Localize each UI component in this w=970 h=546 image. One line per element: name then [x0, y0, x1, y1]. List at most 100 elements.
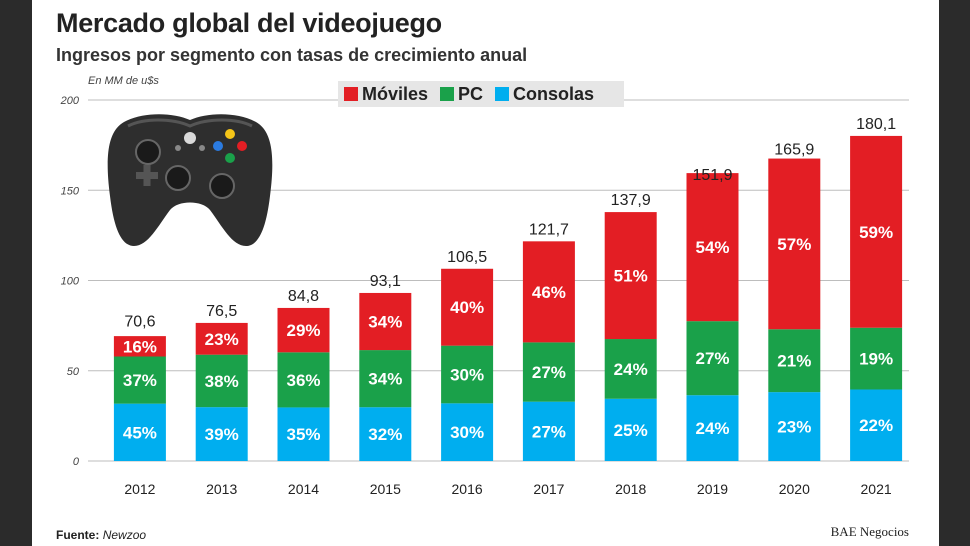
data-label-moviles-2017: 46% — [532, 283, 566, 302]
data-label-pc-2012: 37% — [123, 371, 157, 390]
data-label-pc-2013: 38% — [205, 372, 239, 391]
data-label-pc-2018: 24% — [614, 360, 648, 379]
total-label-2020: 165,9 — [774, 142, 814, 159]
data-label-pc-2020: 21% — [777, 352, 811, 371]
data-label-moviles-2013: 23% — [205, 330, 239, 349]
data-label-consolas-2018: 25% — [614, 421, 648, 440]
data-label-consolas-2020: 23% — [777, 418, 811, 437]
publisher-credit: BAE Negocios — [830, 524, 909, 539]
bar-moviles-2020 — [768, 158, 821, 330]
bar-moviles-2021 — [850, 135, 903, 328]
y-axis-unit: En MM de u$s — [88, 75, 159, 87]
legend-label-moviles: Móviles — [362, 83, 429, 104]
bar-consolas-2020 — [768, 392, 821, 461]
data-label-moviles-2012: 16% — [123, 337, 157, 356]
data-label-moviles-2018: 51% — [614, 267, 648, 286]
bar-pc-2017 — [522, 342, 575, 402]
source-label: Fuente: — [56, 528, 100, 542]
data-label-moviles-2015: 34% — [368, 313, 402, 332]
x-tick-label-2012: 2012 — [124, 481, 155, 497]
data-label-pc-2016: 30% — [450, 365, 484, 384]
chart-title: Mercado global del videojuego — [56, 8, 442, 38]
total-label-2014: 84,8 — [288, 288, 319, 305]
x-tick-label-2016: 2016 — [452, 481, 483, 497]
bar-pc-2014 — [277, 352, 330, 408]
legend-label-consolas: Consolas — [513, 83, 595, 104]
data-label-consolas-2015: 32% — [368, 425, 402, 444]
y-tick-label-0: 0 — [73, 456, 80, 468]
chart-subtitle: Ingresos por segmento con tasas de creci… — [56, 45, 528, 65]
source-value: Newzoo — [102, 528, 147, 542]
bar-moviles-2019 — [686, 173, 739, 322]
data-label-pc-2014: 36% — [286, 371, 320, 390]
data-label-moviles-2021: 59% — [859, 223, 893, 242]
labels-layer: 45% 37% 16% 70,6 2012 39% 38% 23% 76,5 2013 35% 36%… — [123, 116, 896, 497]
bars-layer — [113, 135, 903, 461]
total-label-2019: 151,9 — [692, 167, 732, 184]
data-label-consolas-2012: 45% — [123, 423, 157, 442]
x-tick-label-2020: 2020 — [779, 481, 810, 497]
bar-pc-2013 — [195, 354, 248, 408]
legend-swatch-moviles — [344, 87, 358, 101]
bar-pc-2018 — [604, 339, 657, 399]
y-tick-label-200: 200 — [60, 95, 80, 107]
total-label-2021: 180,1 — [856, 116, 896, 133]
x-tick-label-2019: 2019 — [697, 481, 728, 497]
legend-item-moviles: Móviles — [344, 84, 428, 105]
chart-panel: Mercado global del videojuego Ingresos p… — [32, 0, 939, 546]
bar-moviles-2013 — [195, 322, 248, 355]
total-label-2015: 93,1 — [370, 273, 401, 290]
legend-item-consolas: Consolas — [495, 84, 594, 105]
bar-consolas-2013 — [195, 407, 248, 461]
bar-pc-2021 — [850, 327, 903, 390]
bar-consolas-2014 — [277, 407, 330, 461]
bar-pc-2019 — [686, 321, 739, 396]
bar-moviles-2018 — [604, 212, 657, 340]
bar-pc-2015 — [359, 350, 412, 408]
bar-moviles-2014 — [277, 307, 330, 353]
total-label-2017: 121,7 — [529, 221, 569, 238]
data-label-pc-2019: 27% — [695, 349, 729, 368]
legend-swatch-consolas — [495, 87, 510, 101]
bar-consolas-2016 — [441, 403, 494, 461]
gamepad-icon — [107, 114, 273, 246]
data-label-consolas-2019: 24% — [695, 419, 729, 438]
data-label-consolas-2013: 39% — [205, 425, 239, 444]
total-label-2012: 70,6 — [124, 314, 155, 331]
data-label-moviles-2014: 29% — [286, 321, 320, 340]
x-tick-label-2014: 2014 — [288, 481, 319, 497]
bar-consolas-2019 — [686, 395, 739, 461]
data-label-consolas-2016: 30% — [450, 423, 484, 442]
x-tick-label-2017: 2017 — [533, 481, 564, 497]
x-tick-label-2021: 2021 — [861, 481, 892, 497]
bar-pc-2020 — [768, 329, 821, 393]
data-label-consolas-2014: 35% — [286, 425, 320, 444]
data-label-moviles-2016: 40% — [450, 298, 484, 317]
data-label-moviles-2020: 57% — [777, 235, 811, 254]
y-tick-label-150: 150 — [61, 185, 80, 197]
bar-pc-2016 — [441, 345, 494, 404]
legend-item-pc: PC — [440, 84, 483, 105]
total-label-2018: 137,9 — [611, 192, 651, 209]
data-label-moviles-2019: 54% — [695, 238, 729, 257]
total-label-2016: 106,5 — [447, 249, 487, 266]
bar-consolas-2012 — [113, 403, 166, 461]
data-label-consolas-2017: 27% — [532, 422, 566, 441]
legend-label-pc: PC — [458, 83, 484, 104]
y-tick-label-50: 50 — [67, 366, 80, 378]
data-label-consolas-2021: 22% — [859, 416, 893, 435]
x-tick-label-2015: 2015 — [370, 481, 401, 497]
bar-moviles-2017 — [522, 241, 575, 343]
bar-consolas-2018 — [604, 398, 657, 461]
total-label-2013: 76,5 — [206, 303, 237, 320]
data-label-pc-2015: 34% — [368, 370, 402, 389]
stacked-bar-chart: 0 50 100 150 200 45% 37% 16% 70,6 2012 39% 38% 23% 7… — [60, 95, 909, 497]
y-tick-label-100: 100 — [61, 276, 80, 288]
data-label-pc-2021: 19% — [859, 350, 893, 369]
bar-moviles-2012 — [113, 336, 166, 357]
x-tick-label-2013: 2013 — [206, 481, 237, 497]
bar-pc-2012 — [113, 356, 166, 404]
data-label-pc-2017: 27% — [532, 363, 566, 382]
legend-swatch-pc — [440, 87, 455, 101]
bar-consolas-2015 — [359, 407, 412, 461]
